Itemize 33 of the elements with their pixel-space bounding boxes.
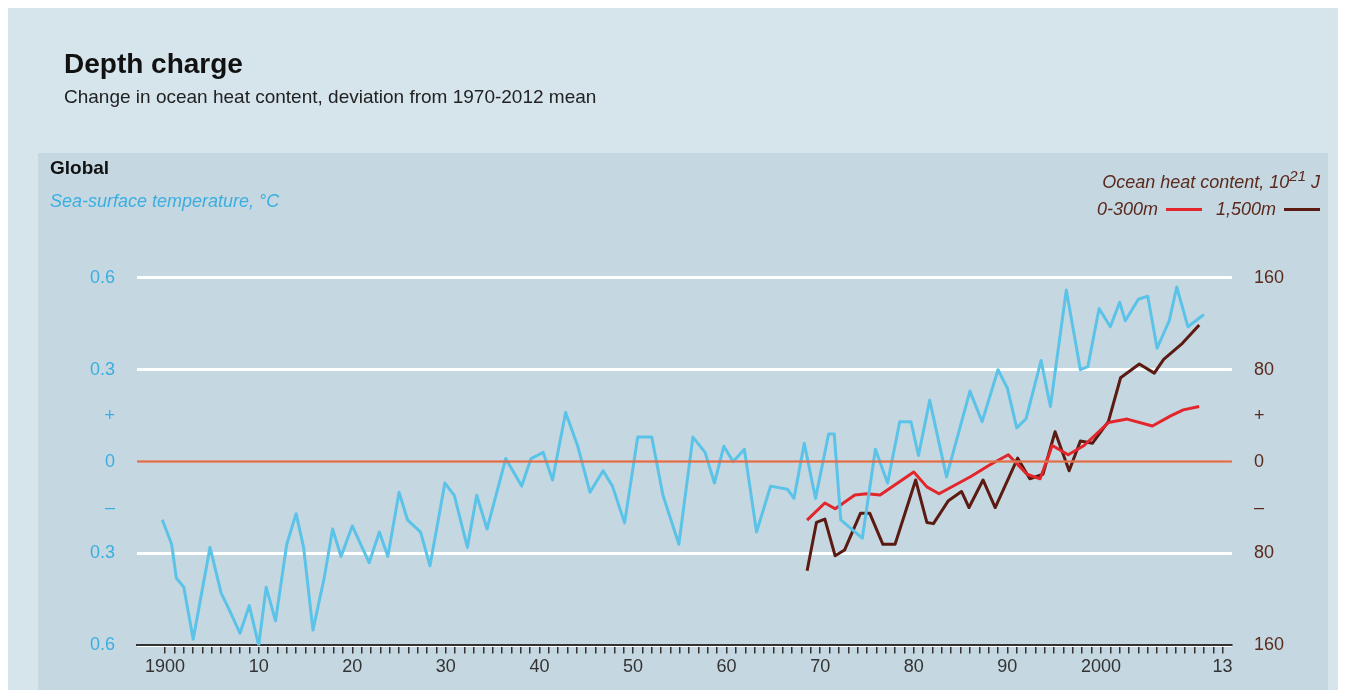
legend-title: Ocean heat content, 10$^{21}$ J — [1101, 167, 1320, 193]
chart-subtitle: Change in ocean heat content, deviation from 1970-2012 mean — [64, 86, 598, 108]
x-tick-label: 50 — [623, 656, 644, 677]
y2-tick-label: 80 — [1253, 358, 1274, 379]
legend-label: 1,500m — [1215, 199, 1276, 220]
y-tick-label: – — [105, 496, 116, 517]
y2-tick-label: + — [1253, 404, 1265, 425]
x-tick-label: 70 — [810, 656, 831, 677]
x-tick-label: 90 — [997, 656, 1018, 677]
x-tick-label: 60 — [716, 656, 737, 677]
legend-label: 0-300m — [1096, 199, 1158, 220]
text: Global — [50, 157, 111, 179]
y-tick-label: 0.3 — [89, 542, 116, 563]
x-tick-label: 2000 — [1080, 656, 1121, 677]
x-tick-label: 80 — [903, 656, 924, 677]
x-tick-label: 13 — [1212, 656, 1233, 677]
y-tick-label: 0.6 — [89, 634, 116, 655]
y2-tick-label: 0 — [1253, 450, 1264, 471]
chart-title: Depth charge — [64, 48, 244, 80]
x-tick-label: 10 — [248, 656, 269, 677]
y-tick-label: 0.3 — [89, 358, 116, 379]
x-tick-label: 40 — [529, 656, 550, 677]
y-tick-label: 0.6 — [89, 266, 116, 287]
y-tick-label: + — [104, 404, 116, 425]
y2-tick-label: 160 — [1253, 634, 1285, 655]
x-tick-label: 30 — [435, 656, 456, 677]
y-axis-title: Sea-surface temperature, °C — [50, 191, 280, 212]
y-tick-label: 0 — [105, 450, 116, 471]
x-tick-label: 1900 — [145, 656, 186, 677]
x-tick-label: 20 — [342, 656, 363, 677]
y2-tick-label: 160 — [1253, 266, 1285, 287]
y2-tick-label: – — [1253, 496, 1264, 517]
y2-tick-label: 80 — [1253, 542, 1274, 563]
